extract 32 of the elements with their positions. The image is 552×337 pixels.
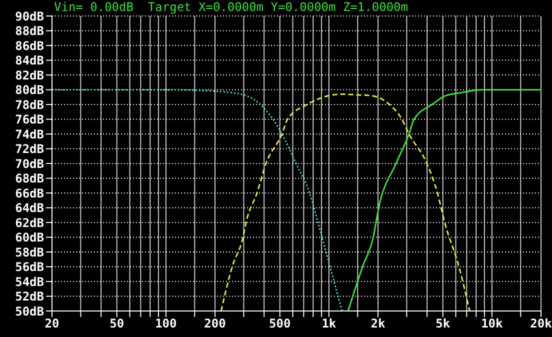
y-tick-label: 76dB [15, 112, 44, 127]
y-tick-label: 70dB [15, 156, 44, 171]
y-tick-label: 52dB [15, 290, 44, 304]
y-tick-label: 50dB [15, 304, 44, 318]
x-tick-label: 200 [204, 316, 226, 331]
y-tick-label: 86dB [15, 38, 44, 53]
y-tick-label: 72dB [15, 142, 44, 156]
x-tick-label: 1k [322, 316, 337, 331]
y-tick-label: 88dB [15, 24, 44, 38]
x-tick-label: 50 [110, 316, 124, 331]
y-tick-label: 64dB [15, 201, 44, 216]
y-tick-label: 56dB [15, 260, 44, 274]
x-tick-label: 2k [370, 316, 386, 331]
x-tick-label: 5k [436, 316, 451, 331]
y-tick-label: 62dB [15, 216, 44, 230]
y-tick-label: 60dB [15, 230, 44, 245]
y-tick-label: 80dB [15, 83, 44, 98]
x-tick-label: 100 [155, 316, 177, 331]
y-tick-label: 82dB [15, 68, 44, 82]
y-tick-label: 84dB [15, 54, 44, 68]
y-tick-label: 66dB [15, 186, 44, 200]
y-tick-label: 90dB [15, 9, 44, 24]
x-tick-label: 10k [481, 316, 504, 331]
y-tick-label: 74dB [15, 127, 44, 142]
x-tick-label: 20k [530, 316, 552, 331]
y-tick-label: 58dB [15, 245, 44, 260]
y-tick-label: 54dB [15, 274, 44, 289]
y-tick-label: 68dB [15, 172, 44, 186]
x-tick-label: 20 [44, 316, 60, 331]
y-tick-label: 78dB [15, 98, 44, 112]
chart-title: Vin= 0.00dB Target X=0.0000m Y=0.0000m Z=1.0000m [54, 0, 408, 14]
x-tick-label: 500 [269, 316, 291, 331]
